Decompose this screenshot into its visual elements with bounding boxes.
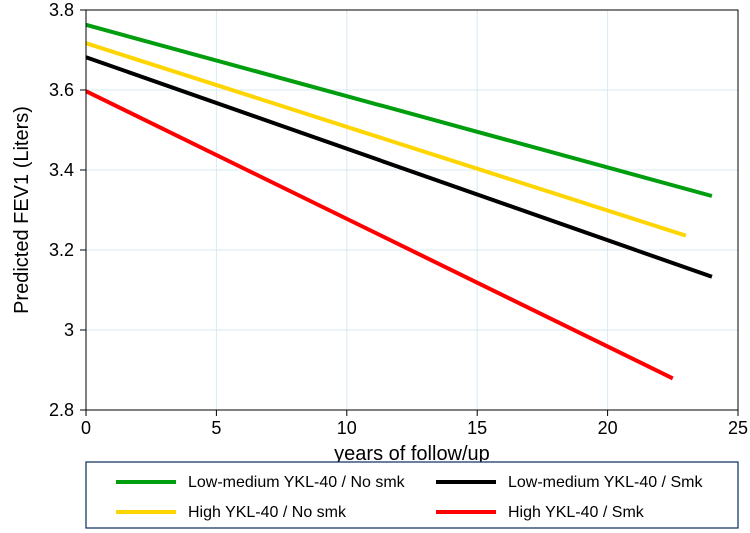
line-chart: 05101520252.833.23.43.63.8years of follo… (0, 0, 750, 533)
legend-label: High YKL-40 / No smk (188, 504, 347, 521)
x-tick-label: 5 (211, 418, 221, 438)
x-tick-label: 15 (467, 418, 487, 438)
y-tick-label: 2.8 (49, 400, 74, 420)
x-tick-label: 0 (81, 418, 91, 438)
y-tick-label: 3.6 (49, 80, 74, 100)
y-tick-label: 3 (64, 320, 74, 340)
legend-label: High YKL-40 / Smk (508, 504, 645, 521)
y-tick-label: 3.4 (49, 160, 74, 180)
x-tick-label: 10 (337, 418, 357, 438)
x-tick-label: 25 (728, 418, 748, 438)
legend-label: Low-medium YKL-40 / No smk (188, 474, 406, 491)
y-tick-label: 3.8 (49, 0, 74, 20)
legend-label: Low-medium YKL-40 / Smk (508, 474, 703, 491)
y-tick-label: 3.2 (49, 240, 74, 260)
y-axis-label: Predicted FEV1 (Liters) (11, 106, 33, 314)
x-tick-label: 20 (598, 418, 618, 438)
